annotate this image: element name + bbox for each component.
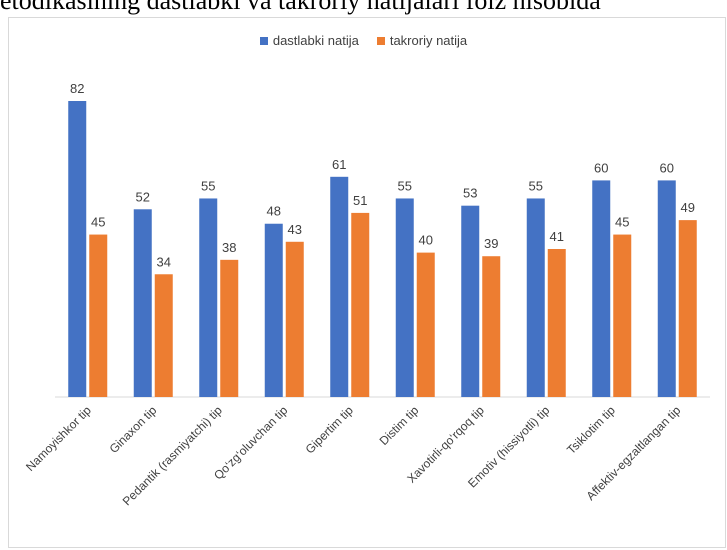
bar-series-1-7: [461, 205, 480, 397]
bar-series-1-4: [264, 223, 283, 397]
bar-series-2-6: [416, 252, 435, 397]
legend-swatch-series-1: [259, 36, 268, 45]
bar-series-2-9: [613, 234, 632, 397]
bar-series-1-9: [592, 180, 611, 397]
bar-series-1-6: [395, 198, 414, 397]
bar-series-1-2: [133, 209, 152, 397]
data-label-series-1-6: 55: [398, 178, 412, 193]
bar-series-2-3: [220, 259, 239, 397]
legend-label-series-1: dastlabki natija: [272, 33, 359, 48]
bar-series-1-10: [657, 180, 676, 397]
data-label-series-2-10: 49: [681, 200, 695, 215]
legend-label-series-2: takroriy natija: [389, 33, 468, 48]
data-label-series-2-8: 41: [550, 229, 564, 244]
data-label-series-1-8: 55: [529, 178, 543, 193]
bar-series-1-5: [330, 176, 349, 397]
bar-series-2-7: [482, 256, 501, 397]
bar-series-2-2: [154, 274, 173, 397]
bar-series-1-1: [68, 101, 87, 397]
data-label-series-1-3: 55: [201, 178, 215, 193]
bar-series-2-8: [547, 249, 566, 397]
data-label-series-2-9: 45: [615, 215, 629, 230]
legend-item-series-1: dastlabki natija: [259, 33, 359, 48]
data-label-series-1-5: 61: [332, 157, 346, 172]
x-tick-label-2: Ginaxon tip: [107, 403, 160, 456]
data-label-series-2-5: 51: [353, 193, 367, 208]
x-tick-label-6: Distim tip: [377, 403, 422, 448]
data-label-series-2-6: 40: [419, 233, 433, 248]
x-tick-label-5: Gipertim tip: [303, 403, 357, 457]
bar-series-1-8: [526, 198, 545, 397]
data-label-series-2-7: 39: [484, 236, 498, 251]
legend-item-series-2: takroriy natija: [376, 33, 468, 48]
legend-swatch-series-2: [376, 36, 385, 45]
data-label-series-1-2: 52: [136, 189, 150, 204]
bar-series-1-3: [199, 198, 218, 397]
data-label-series-1-1: 82: [70, 81, 84, 96]
x-tick-label-9: Tsiklotim tip: [564, 403, 618, 457]
data-label-series-1-10: 60: [660, 160, 674, 175]
x-tick-label-1: Namoyishkor tip: [23, 403, 94, 474]
bar-series-2-4: [285, 241, 304, 397]
data-label-series-2-2: 34: [157, 254, 171, 269]
data-label-series-2-3: 38: [222, 240, 236, 255]
chart-legend: dastlabki natija takroriy natija: [0, 33, 727, 48]
data-label-series-1-9: 60: [594, 160, 608, 175]
bar-series-2-1: [89, 234, 108, 397]
data-label-series-1-7: 53: [463, 186, 477, 201]
bar-series-2-10: [678, 220, 697, 397]
data-label-series-1-4: 48: [267, 204, 281, 219]
data-label-series-2-4: 43: [288, 222, 302, 237]
page-title: etodikasining dastlabki va takroriy nati…: [0, 0, 601, 15]
bar-series-2-5: [351, 212, 370, 397]
data-label-series-2-1: 45: [91, 215, 105, 230]
